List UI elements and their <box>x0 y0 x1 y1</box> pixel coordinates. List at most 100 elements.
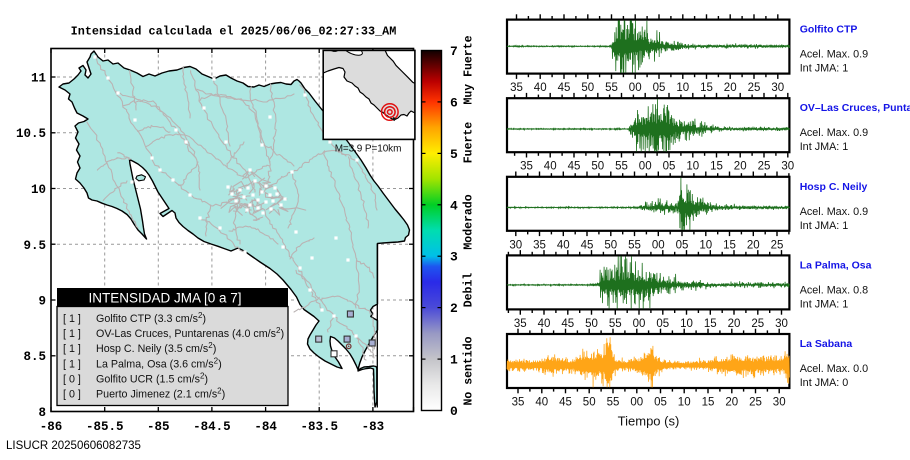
svg-text:55: 55 <box>607 397 620 409</box>
svg-text:-85.5: -85.5 <box>86 420 124 434</box>
svg-text:Acel. Max. 0.8: Acel. Max. 0.8 <box>800 284 868 296</box>
svg-text:35: 35 <box>520 161 533 173</box>
svg-text:1: 1 <box>450 353 458 368</box>
svg-text:50: 50 <box>604 239 617 251</box>
svg-text:00: 00 <box>639 161 652 173</box>
svg-text:[ 0 ]: [ 0 ] <box>63 389 81 401</box>
svg-text:55: 55 <box>628 239 641 251</box>
svg-text:10: 10 <box>31 183 46 197</box>
svg-text:[ 1 ]: [ 1 ] <box>63 328 81 340</box>
svg-text:45: 45 <box>561 318 574 330</box>
svg-text:Golfito CTP: Golfito CTP <box>800 24 858 36</box>
svg-text:Int JMA: 0: Int JMA: 0 <box>800 377 849 389</box>
svg-text:-83: -83 <box>362 420 385 434</box>
svg-text:-86: -86 <box>40 420 63 434</box>
svg-text:25: 25 <box>748 82 761 94</box>
svg-text:40: 40 <box>557 239 570 251</box>
svg-text:4: 4 <box>450 198 458 213</box>
svg-text:OV-Las Cruces, Puntarenas (4.0: OV-Las Cruces, Puntarenas (4.0 cm/s2) <box>96 326 284 340</box>
svg-text:55: 55 <box>615 161 628 173</box>
svg-text:10: 10 <box>686 161 699 173</box>
svg-text:11: 11 <box>31 72 46 86</box>
svg-text:20: 20 <box>747 239 760 251</box>
svg-text:45: 45 <box>559 397 572 409</box>
svg-text:[ 1 ]: [ 1 ] <box>63 313 81 325</box>
svg-text:40: 40 <box>544 161 557 173</box>
svg-text:Muy Fuerte: Muy Fuerte <box>463 35 476 104</box>
svg-text:30: 30 <box>781 161 794 173</box>
svg-text:7: 7 <box>450 44 458 59</box>
svg-text:8.5: 8.5 <box>23 350 46 364</box>
svg-text:30: 30 <box>509 239 522 251</box>
svg-text:45: 45 <box>568 161 581 173</box>
svg-text:15: 15 <box>700 82 713 94</box>
svg-text:15: 15 <box>702 397 715 409</box>
svg-text:40: 40 <box>534 82 547 94</box>
svg-text:5: 5 <box>450 147 458 162</box>
svg-text:Int JMA: 1: Int JMA: 1 <box>800 298 849 310</box>
svg-text:La Palma, Osa: La Palma, Osa <box>800 259 872 271</box>
svg-text:35: 35 <box>514 318 527 330</box>
svg-text:25: 25 <box>758 161 771 173</box>
svg-text:Acel. Max. 0.9: Acel. Max. 0.9 <box>800 127 868 139</box>
svg-text:50: 50 <box>585 318 598 330</box>
svg-text:[ 1 ]: [ 1 ] <box>63 343 81 355</box>
svg-text:6: 6 <box>450 95 458 110</box>
svg-text:Puerto Jimenez (2.1 cm/s2): Puerto Jimenez (2.1 cm/s2) <box>96 387 225 401</box>
svg-text:05: 05 <box>656 318 669 330</box>
svg-text:OV–Las Cruces, Puntarenas: OV–Las Cruces, Puntarenas <box>800 102 910 114</box>
svg-text:-84: -84 <box>254 420 277 434</box>
svg-text:45: 45 <box>581 239 594 251</box>
svg-text:[ 0 ]: [ 0 ] <box>63 373 81 385</box>
svg-text:00: 00 <box>629 82 642 94</box>
svg-text:La Sabana: La Sabana <box>800 338 853 350</box>
svg-text:20: 20 <box>734 161 747 173</box>
svg-text:Acel. Max. 0.9: Acel. Max. 0.9 <box>800 49 868 61</box>
svg-text:25: 25 <box>751 318 764 330</box>
svg-text:Int JMA: 1: Int JMA: 1 <box>800 63 849 75</box>
svg-text:30: 30 <box>773 397 786 409</box>
svg-text:15: 15 <box>723 239 736 251</box>
svg-text:3: 3 <box>450 250 458 265</box>
svg-text:55: 55 <box>609 318 622 330</box>
svg-text:05: 05 <box>653 82 666 94</box>
svg-text:Int JMA: 1: Int JMA: 1 <box>800 220 849 232</box>
svg-text:45: 45 <box>558 82 571 94</box>
svg-text:40: 40 <box>538 318 551 330</box>
svg-text:10.5: 10.5 <box>16 127 46 141</box>
svg-text:LISUCR 20250606082735: LISUCR 20250606082735 <box>6 440 141 452</box>
svg-text:50: 50 <box>583 397 596 409</box>
svg-text:Tiempo (s): Tiempo (s) <box>618 414 680 429</box>
svg-text:-83.5: -83.5 <box>300 420 338 434</box>
svg-text:20: 20 <box>728 318 741 330</box>
svg-text:8: 8 <box>38 406 46 420</box>
svg-text:25: 25 <box>749 397 762 409</box>
svg-text:20: 20 <box>725 397 738 409</box>
svg-text:05: 05 <box>663 161 676 173</box>
svg-text:-85: -85 <box>147 420 170 434</box>
svg-text:30: 30 <box>771 82 784 94</box>
svg-text:50: 50 <box>581 82 594 94</box>
svg-text:05: 05 <box>676 239 689 251</box>
svg-text:20: 20 <box>724 82 737 94</box>
svg-text:50: 50 <box>591 161 604 173</box>
svg-text:INTENSIDAD JMA [0 a 7]: INTENSIDAD JMA [0 a 7] <box>88 291 241 306</box>
svg-text:00: 00 <box>652 239 665 251</box>
svg-text:35: 35 <box>512 397 525 409</box>
svg-text:La Palma, Osa (3.6 cm/s2): La Palma, Osa (3.6 cm/s2) <box>96 356 222 370</box>
svg-text:15: 15 <box>710 161 723 173</box>
svg-text:35: 35 <box>533 239 546 251</box>
svg-text:55: 55 <box>605 82 618 94</box>
svg-text:10: 10 <box>678 397 691 409</box>
svg-text:9.5: 9.5 <box>23 239 46 253</box>
svg-text:Moderado: Moderado <box>463 194 476 249</box>
svg-text:2: 2 <box>450 301 458 316</box>
svg-text:Acel. Max. 0.0: Acel. Max. 0.0 <box>800 363 868 375</box>
svg-text:M=3.9 P=10km: M=3.9 P=10km <box>335 144 402 155</box>
svg-text:35: 35 <box>510 82 523 94</box>
svg-text:10: 10 <box>699 239 712 251</box>
svg-text:Hosp C. Neily (3.5 cm/s2): Hosp C. Neily (3.5 cm/s2) <box>96 341 216 355</box>
svg-text:0: 0 <box>450 404 458 419</box>
svg-text:Hosp C. Neily: Hosp C. Neily <box>800 181 868 193</box>
svg-text:25: 25 <box>771 239 784 251</box>
